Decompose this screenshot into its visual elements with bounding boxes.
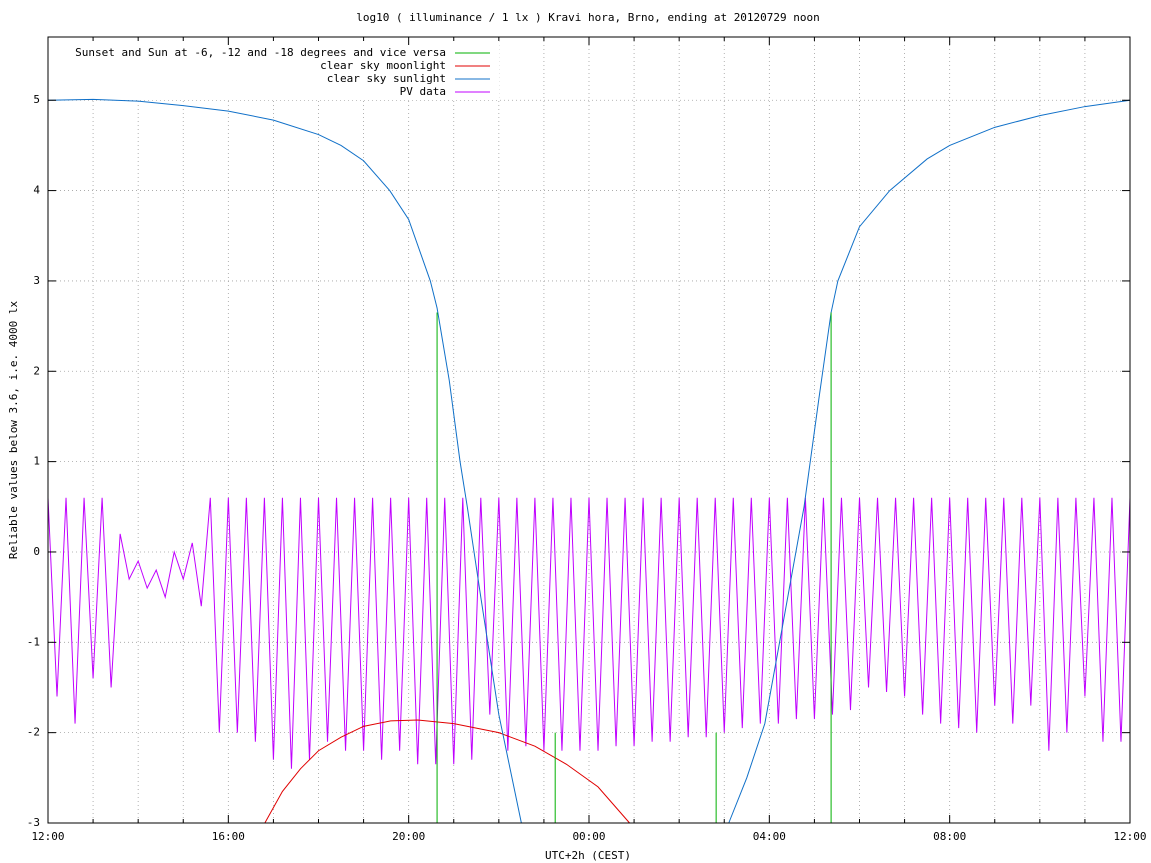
grid	[47, 37, 1131, 824]
x-tick-label: 08:00	[933, 830, 966, 843]
legend-label: clear sky sunlight	[327, 72, 446, 85]
y-tick-label: 1	[33, 455, 40, 468]
legend-label: Sunset and Sun at -6, -12 and -18 degree…	[75, 46, 446, 59]
y-tick-label: -3	[27, 816, 40, 829]
y-tick-label: -1	[27, 635, 40, 648]
x-tick-label: 20:00	[392, 830, 425, 843]
series-line	[47, 98, 1131, 824]
x-tick-label: 16:00	[212, 830, 245, 843]
y-tick-label: -2	[27, 726, 40, 739]
x-tick-label: 12:00	[1113, 830, 1146, 843]
plot-area	[47, 98, 1131, 824]
legend-label: PV data	[400, 85, 446, 98]
y-axis-label: Reliable values below 3.6, i.e. 4000 lx	[7, 300, 20, 559]
legend: Sunset and Sun at -6, -12 and -18 degree…	[75, 46, 490, 98]
x-axis-label: UTC+2h (CEST)	[545, 849, 631, 862]
y-tick-label: 5	[33, 93, 40, 106]
y-tick-label: 4	[33, 184, 40, 197]
x-tick-label: 00:00	[572, 830, 605, 843]
legend-label: clear sky moonlight	[320, 59, 446, 72]
series-line	[47, 497, 1131, 769]
y-tick-label: 2	[33, 364, 40, 377]
series-line	[264, 719, 630, 824]
legend-background	[49, 38, 499, 100]
y-tick-label: 3	[33, 274, 40, 287]
x-tick-label: 04:00	[753, 830, 786, 843]
x-tick-label: 12:00	[31, 830, 64, 843]
y-tick-label: 0	[33, 545, 40, 558]
chart-title: log10 ( illuminance / 1 lx ) Kravi hora,…	[356, 11, 820, 24]
axes: 12:00 16:00 20:00 00:00 04:00 08:00 12:00-3-2-…	[27, 37, 1147, 843]
